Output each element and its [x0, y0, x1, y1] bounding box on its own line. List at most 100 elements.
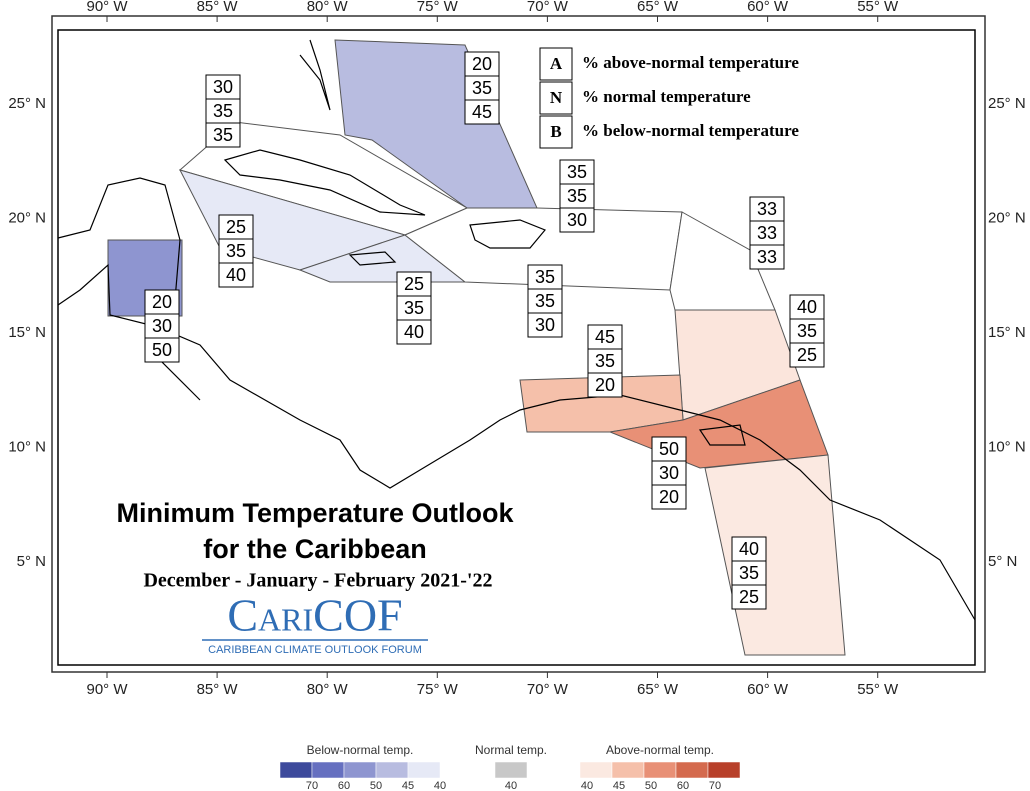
- prob-value: 20: [152, 292, 172, 312]
- prob-cell: [559, 207, 595, 233]
- longitude-label: 60° W: [747, 0, 789, 15]
- prob-value: 30: [659, 463, 679, 483]
- prob-cell: [205, 74, 241, 100]
- scale-swatch: [311, 761, 345, 779]
- scale-tick: 45: [402, 780, 414, 791]
- longitude-label: 65° W: [637, 681, 679, 698]
- prob-value: 35: [739, 563, 759, 583]
- prob-cell: [205, 98, 241, 124]
- prob-value: 35: [567, 186, 587, 206]
- scale-swatch: [494, 761, 528, 779]
- latitude-label: 15° N: [988, 324, 1026, 341]
- coastline-florida: [299, 39, 331, 111]
- key-letter: A: [550, 54, 563, 73]
- prob-cell: [464, 51, 500, 77]
- prob-value: 33: [757, 247, 777, 267]
- scale-swatch: [343, 761, 377, 779]
- latitude-label: 5° N: [17, 553, 46, 570]
- prob-value: 35: [404, 298, 424, 318]
- prob-cell: [464, 75, 500, 101]
- longitude-label: 70° W: [527, 0, 569, 15]
- prob-cell: [651, 436, 687, 462]
- prob-value: 25: [226, 217, 246, 237]
- coastline-trinidad: [698, 424, 746, 446]
- logo-tagline: CARIBBEAN CLIMATE OUTLOOK FORUM: [208, 644, 422, 656]
- scale-swatch: [375, 761, 409, 779]
- prob-cell: [205, 122, 241, 148]
- key: A % above-normal temperature N % normal tem…: [539, 47, 799, 149]
- prob-cell: [396, 295, 432, 321]
- title: Minimum Temperature Outlook: [116, 498, 514, 528]
- prob-cell: [749, 244, 785, 270]
- axes: 90° W 90° W 85° W 85° W 80° W 80° W 75° W 75° W…: [8, 0, 1025, 698]
- scale-tick: 70: [709, 780, 721, 791]
- coastline-hispaniola: [469, 219, 546, 249]
- prob-cell: [144, 289, 180, 315]
- prob-cell: [731, 536, 767, 562]
- scale-swatch: [579, 761, 613, 779]
- scale-swatch: [407, 761, 441, 779]
- prob-cell: [789, 318, 825, 344]
- scale-swatch: [707, 761, 741, 779]
- latitude-label: 10° N: [988, 438, 1026, 455]
- coastline-cuba: [223, 149, 426, 216]
- scale-tick: 40: [505, 780, 517, 791]
- prob-cell: [144, 313, 180, 339]
- key-text: % above-normal temperature: [582, 53, 799, 72]
- key-box: [539, 81, 573, 115]
- latitude-label: 15° N: [8, 324, 46, 341]
- prob-cell: [731, 584, 767, 610]
- prob-cell: [731, 560, 767, 586]
- prob-value: 30: [152, 316, 172, 336]
- prob-cell: [396, 319, 432, 345]
- prob-cell: [464, 99, 500, 125]
- scale-swatch: [611, 761, 645, 779]
- longitude-label: 85° W: [197, 681, 239, 698]
- prob-cell: [144, 337, 180, 363]
- prob-value: 40: [226, 265, 246, 285]
- longitude-label: 90° W: [86, 681, 128, 698]
- longitude-label: 75° W: [417, 681, 459, 698]
- prob-value: 35: [213, 125, 233, 145]
- prob-value: 40: [797, 297, 817, 317]
- prob-cell: [218, 214, 254, 240]
- scale-label: Normal temp.: [475, 743, 547, 757]
- longitude-label: 65° W: [637, 0, 679, 15]
- scale-swatch: [643, 761, 677, 779]
- prob-value: 40: [739, 539, 759, 559]
- prob-cell: [749, 196, 785, 222]
- logo: CariCOF: [227, 590, 402, 641]
- longitude-label: 80° W: [307, 681, 349, 698]
- scale-swatch: [675, 761, 709, 779]
- prob-value: 33: [757, 223, 777, 243]
- latitude-label: 25° N: [988, 95, 1026, 112]
- prob-value: 50: [152, 340, 172, 360]
- latitude-label: 10° N: [8, 438, 46, 455]
- scale-label: Below-normal temp.: [307, 743, 414, 757]
- prob-value: 35: [213, 101, 233, 121]
- key-letter: N: [550, 88, 563, 107]
- longitude-label: 75° W: [417, 0, 459, 15]
- prob-value: 20: [659, 487, 679, 507]
- prob-cell: [527, 288, 563, 314]
- prob-value: 25: [404, 274, 424, 294]
- longitude-label: 55° W: [857, 681, 899, 698]
- scale-tick: 40: [434, 780, 446, 791]
- longitude-label: 70° W: [527, 681, 569, 698]
- longitude-label: 55° W: [857, 0, 899, 15]
- probability-boxes: 20 35 45 30 35 35 25 35 40 20 30 50 25 35 40 35 35 30 35 35…: [144, 51, 825, 610]
- key-box: [539, 115, 573, 149]
- prob-cell: [396, 271, 432, 297]
- prob-cell: [559, 183, 595, 209]
- prob-cell: [587, 372, 623, 398]
- prob-value: 35: [535, 267, 555, 287]
- prob-value: 35: [797, 321, 817, 341]
- latitude-label: 20° N: [8, 209, 46, 226]
- prob-value: 25: [797, 345, 817, 365]
- prob-cell: [651, 484, 687, 510]
- prob-cell: [651, 460, 687, 486]
- prob-cell: [527, 312, 563, 338]
- scale-swatch: [279, 761, 313, 779]
- color-scale: Below-normal temp. 70 60 50 45 40 Normal temp.…: [279, 743, 741, 791]
- prob-value: 30: [213, 77, 233, 97]
